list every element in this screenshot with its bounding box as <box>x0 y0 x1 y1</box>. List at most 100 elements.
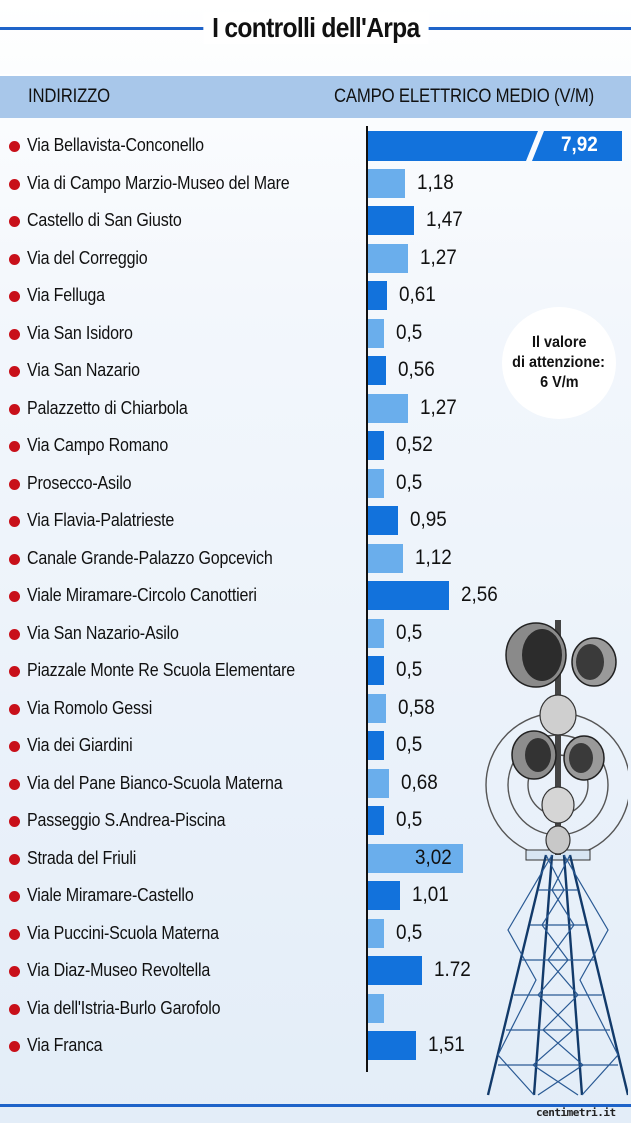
address-label: Via San Isidoro <box>27 322 133 343</box>
list-item: Via di Campo Marzio-Museo del Mare <box>0 166 366 202</box>
bottom-rule <box>0 1104 631 1107</box>
value-label: 0,61 <box>399 283 436 306</box>
address-label: Via Diaz-Museo Revoltella <box>27 960 211 980</box>
list-item: Via Campo Romano <box>0 428 366 464</box>
list-item: Via del Correggio <box>0 241 366 277</box>
value-label: 7,92 <box>561 133 598 156</box>
value-label: 1.72 <box>434 958 471 981</box>
bar <box>368 806 384 835</box>
bullet-icon <box>9 328 20 340</box>
address-label: Prosecco-Asilo <box>27 472 132 493</box>
bullet-icon <box>9 141 20 152</box>
list-item: Viale Miramare-Circolo Canottieri <box>0 578 366 614</box>
value-label: 1,12 <box>415 545 453 569</box>
list-item: Via San Nazario <box>0 353 366 389</box>
address-label: Via dei Giardini <box>27 735 133 755</box>
bar <box>368 356 386 385</box>
field-column-header: CAMPO ELETTRICO MEDIO (V/M) <box>334 86 594 107</box>
value-label: 0,5 <box>395 470 423 494</box>
list-item: Via Felluga <box>0 278 366 314</box>
bar <box>368 731 384 760</box>
value-label: 0,56 <box>397 358 435 381</box>
value-label: 1,51 <box>427 1033 465 1056</box>
bar <box>368 956 423 985</box>
list-item: Piazzale Monte Re Scuola Elementare <box>0 653 366 689</box>
bar <box>368 281 388 310</box>
bullet-icon <box>9 516 20 527</box>
bar <box>368 993 384 1023</box>
value-label: 1,18 <box>417 170 454 194</box>
address-label: Canale Grande-Palazzo Gopcevich <box>27 547 273 568</box>
address-label: Via Franca <box>27 1035 103 1055</box>
value-label: 1,47 <box>426 208 464 231</box>
list-item: Castello di San Giusto <box>0 203 366 239</box>
bullet-icon <box>9 966 20 977</box>
bullet-icon <box>9 553 20 565</box>
bar <box>368 206 415 235</box>
value-label: 0,5 <box>395 920 423 944</box>
list-item: Via Flavia-Palatrieste <box>0 503 366 539</box>
value-label: 0,5 <box>395 808 423 831</box>
address-label: Via Bellavista-Conconello <box>27 135 204 155</box>
bar <box>368 168 406 198</box>
column-header-band: INDIRIZZO CAMPO ELETTRICO MEDIO (V/M) <box>0 74 631 118</box>
bar <box>368 506 398 535</box>
chart-title: I controlli dell'Arpa <box>202 12 428 44</box>
list-item: Via Romolo Gessi <box>0 691 366 727</box>
address-label: Via del Pane Bianco-Scuola Materna <box>27 772 283 793</box>
address-label: Via Campo Romano <box>27 435 169 455</box>
bullet-icon <box>9 778 20 790</box>
bullet-icon <box>9 216 20 227</box>
address-label: Piazzale Monte Re Scuola Elementare <box>27 660 296 680</box>
bar-segment <box>532 131 622 161</box>
bar <box>368 393 408 423</box>
bullet-icon <box>9 291 20 302</box>
address-label: Via San Nazario <box>27 360 140 380</box>
title-bar: I controlli dell'Arpa <box>0 8 631 48</box>
callout-line-1: Il valore <box>531 334 587 351</box>
bar <box>368 768 390 798</box>
list-item: Via San Nazario-Asilo <box>0 616 366 652</box>
bullet-icon <box>9 816 20 827</box>
bullet-icon <box>9 666 20 677</box>
address-label: Via Romolo Gessi <box>27 697 153 718</box>
bar <box>368 468 384 498</box>
bar <box>368 1031 416 1060</box>
value-label: 0,68 <box>401 770 439 794</box>
value-label: 0,95 <box>409 508 447 531</box>
bullet-icon <box>9 478 20 490</box>
attention-callout: Il valore di attenzione: 6 V/m <box>502 307 616 419</box>
bullet-icon <box>9 253 20 265</box>
address-label: Castello di San Giusto <box>27 210 182 230</box>
address-column-header: INDIRIZZO <box>28 86 111 107</box>
bar <box>368 693 387 723</box>
address-label: Via di Campo Marzio-Museo del Mare <box>27 172 290 193</box>
list-item: Palazzetto di Chiarbola <box>0 391 366 427</box>
value-label: 1,01 <box>411 883 449 906</box>
address-label: Viale Miramare-Circolo Canottieri <box>27 585 257 605</box>
address-label: Strada del Friuli <box>27 847 137 868</box>
address-label: Via Puccini-Scuola Materna <box>27 922 219 943</box>
value-label: 2,56 <box>460 583 498 606</box>
watermark: centimetri.it <box>536 1106 616 1119</box>
list-item: Via dei Giardini <box>0 728 366 764</box>
antenna-tower-illustration <box>485 620 628 1096</box>
list-item: Passeggio S.Andrea-Piscina <box>0 803 366 839</box>
value-label: 0,5 <box>395 733 423 756</box>
bar <box>368 918 384 948</box>
value-label: 3,02 <box>415 845 452 869</box>
list-item: Via Diaz-Museo Revoltella <box>0 953 366 989</box>
address-label: Via dell'Istria-Burlo Garofolo <box>27 997 221 1018</box>
value-label: 0,58 <box>398 695 436 719</box>
value-label: 0,5 <box>395 658 423 681</box>
bar <box>368 318 384 348</box>
address-label: Via del Correggio <box>27 247 148 268</box>
list-item: Prosecco-Asilo <box>0 466 366 502</box>
bullet-icon <box>9 928 20 940</box>
list-item: Via Puccini-Scuola Materna <box>0 916 366 952</box>
bar <box>368 843 464 873</box>
bullet-icon <box>9 703 20 715</box>
list-item: Strada del Friuli <box>0 841 366 877</box>
bar <box>368 243 408 273</box>
bullet-icon <box>9 1003 20 1015</box>
